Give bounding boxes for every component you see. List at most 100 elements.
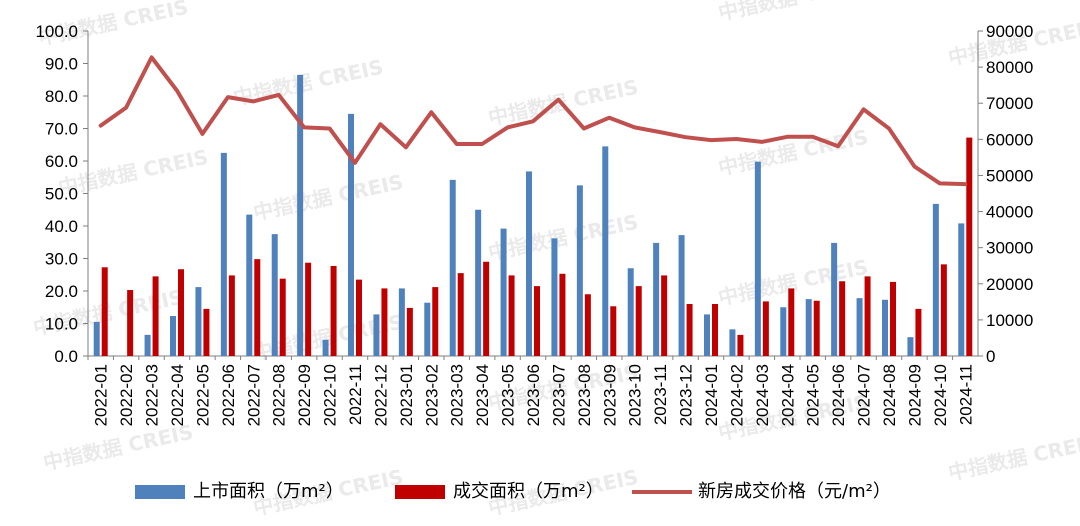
bar-transaction-area: [661, 275, 668, 356]
bar-transaction-area: [584, 294, 591, 356]
bar-transaction-area: [839, 281, 846, 356]
bar-listed-area: [246, 214, 253, 356]
bar-listed-area: [907, 337, 914, 356]
bar-transaction-area: [483, 261, 490, 356]
x-tick-label: 2022-05: [193, 364, 212, 426]
bar-transaction-area: [381, 288, 388, 356]
bar-listed-area: [220, 152, 227, 356]
bar-listed-area: [373, 314, 380, 356]
bar-listed-area: [500, 228, 507, 356]
bar-transaction-area: [890, 281, 896, 356]
x-tick-label: 2023-07: [549, 364, 568, 426]
bar-transaction-area: [356, 279, 362, 356]
x-tick-label: 2023-11: [651, 364, 670, 425]
bar-transaction-area: [864, 276, 871, 356]
x-tick-label: 2022-03: [143, 364, 162, 426]
bar-listed-area: [704, 314, 710, 356]
bar-listed-area: [882, 299, 888, 356]
bar-transaction-area: [559, 273, 566, 356]
x-tick-label: 2023-05: [499, 364, 518, 426]
bar-listed-area: [297, 74, 304, 356]
left-tick-label: 20.0: [45, 282, 78, 301]
x-tick-label: 2022-11: [346, 364, 365, 425]
x-tick-label: 2022-10: [321, 364, 340, 426]
left-tick-label: 100.0: [35, 22, 78, 41]
bar-transaction-area: [254, 259, 261, 356]
bar-listed-area: [526, 171, 532, 356]
bar-listed-area: [271, 234, 278, 356]
bar-transaction-area: [279, 278, 286, 356]
bar-listed-area: [348, 113, 354, 356]
bar-listed-area: [729, 329, 736, 356]
bar-transaction-area: [127, 290, 134, 356]
left-tick-label: 90.0: [45, 55, 78, 74]
x-tick-label: 2023-12: [677, 364, 696, 426]
bar-transaction-area: [686, 304, 693, 356]
bar-listed-area: [831, 242, 838, 356]
bar-listed-area: [93, 321, 100, 356]
bar-transaction-area: [915, 308, 922, 356]
x-tick-label: 2022-01: [92, 364, 111, 426]
bar-transaction-area: [305, 262, 312, 356]
x-tick-label: 2023-06: [524, 364, 543, 426]
x-tick-label: 2024-06: [829, 364, 848, 426]
x-tick-label: 2024-09: [905, 364, 924, 426]
left-tick-label: 40.0: [45, 217, 78, 236]
bar-transaction-area: [457, 273, 464, 356]
bar-listed-area: [449, 179, 456, 356]
x-tick-label: 2023-03: [448, 364, 467, 426]
right-tick-label: 90000: [986, 22, 1033, 41]
legend-swatch: [395, 485, 445, 499]
x-tick-label: 2024-10: [931, 364, 950, 426]
left-tick-label: 0.0: [54, 347, 78, 366]
bar-transaction-area: [940, 264, 947, 356]
price-line: [98, 55, 968, 187]
bar-transaction-area: [712, 304, 718, 356]
bar-transaction-area: [508, 275, 515, 356]
x-tick-label: 2022-12: [371, 364, 390, 426]
bars: [93, 74, 973, 356]
bar-transaction-area: [101, 267, 108, 356]
watermark-text: 中指数据 CREIS: [486, 210, 640, 265]
left-tick-label: 70.0: [45, 120, 78, 139]
bar-listed-area: [551, 238, 558, 356]
watermark-text: 中指数据 CREIS: [56, 145, 210, 200]
legend-label: 成交面积（万m²）: [453, 481, 604, 502]
right-tick-label: 60000: [986, 130, 1033, 149]
x-tick-label: 2024-01: [702, 364, 721, 426]
bar-listed-area: [627, 268, 634, 356]
bar-transaction-area: [330, 265, 337, 356]
bar-listed-area: [170, 316, 176, 356]
bar-transaction-area: [534, 286, 540, 356]
x-tick-label: 2023-02: [422, 364, 441, 426]
watermark-text: 中指数据 CREIS: [716, 0, 870, 25]
bar-listed-area: [602, 146, 609, 356]
price-line-path: [98, 55, 968, 187]
bar-transaction-area: [432, 287, 439, 356]
bar-transaction-area: [788, 288, 795, 356]
watermark-text: 中指数据 CREIS: [251, 170, 405, 225]
axes: 0.0 10.0 20.0 30.0 40.0 50.0 60.0 70.0 80.0 90.0 1…: [35, 22, 1033, 366]
bar-listed-area: [653, 242, 660, 356]
legend-label: 上市面积（万m²）: [193, 481, 344, 502]
left-tick-label: 80.0: [45, 87, 78, 106]
watermark-text: 中指数据 CREIS: [41, 420, 195, 475]
right-tick-label: 20000: [986, 275, 1033, 294]
bar-transaction-area: [406, 307, 413, 356]
bar-transaction-area: [152, 276, 159, 356]
right-tick-label: 40000: [986, 203, 1033, 222]
x-tick-label: 2023-01: [397, 364, 416, 426]
bar-listed-area: [322, 339, 329, 356]
right-tick-label: 70000: [986, 94, 1033, 113]
watermark-text: 中指数据 CREIS: [946, 430, 1080, 485]
x-tick-label: 2024-07: [855, 364, 874, 426]
x-tick-label: 2024-05: [804, 364, 823, 426]
right-tick-label: 30000: [986, 239, 1033, 258]
bar-listed-area: [144, 334, 151, 356]
x-tick-label: 2024-04: [778, 364, 797, 426]
bar-listed-area: [398, 288, 405, 356]
bar-transaction-area: [228, 275, 235, 356]
x-tick-label: 2024-08: [880, 364, 899, 426]
right-tick-label: 80000: [986, 58, 1033, 77]
